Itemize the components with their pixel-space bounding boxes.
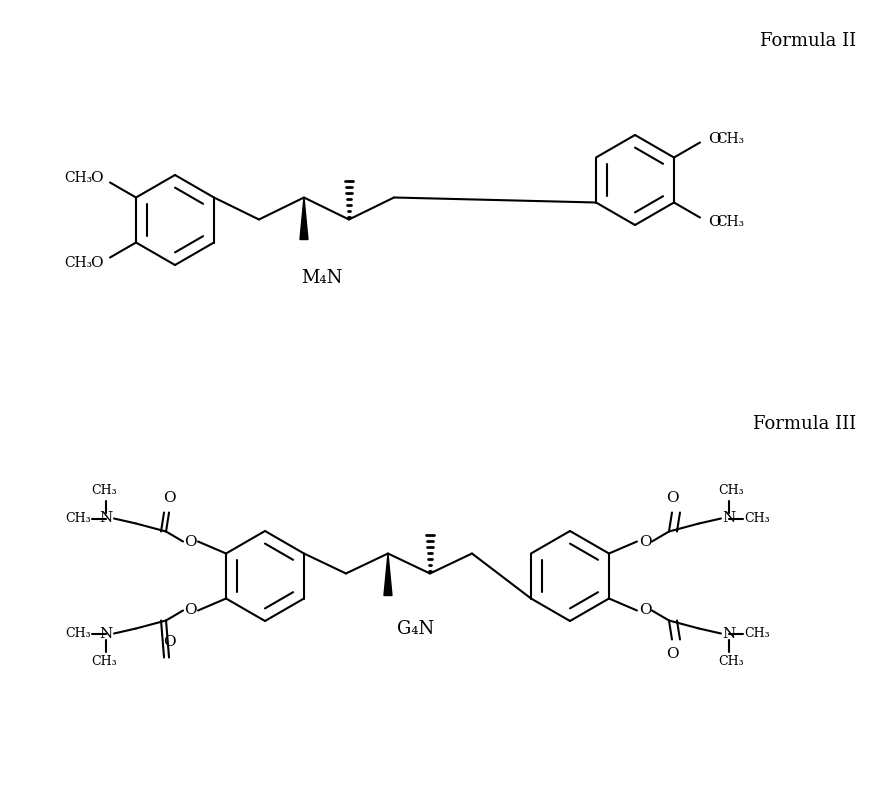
Text: O: O	[163, 490, 175, 505]
Text: Formula III: Formula III	[753, 415, 856, 433]
Text: N: N	[99, 626, 113, 641]
Text: CH₃: CH₃	[66, 512, 91, 525]
Polygon shape	[300, 198, 308, 240]
Text: O: O	[665, 490, 679, 505]
Text: O: O	[708, 214, 720, 229]
Text: CH₃: CH₃	[744, 512, 770, 525]
Text: O: O	[183, 604, 197, 618]
Text: Formula II: Formula II	[760, 32, 856, 50]
Text: CH₃: CH₃	[719, 655, 743, 668]
Text: O: O	[163, 635, 175, 649]
Text: CH₃: CH₃	[719, 484, 743, 497]
Text: G₄N: G₄N	[397, 619, 435, 638]
Text: O: O	[708, 131, 720, 146]
Text: N: N	[722, 626, 735, 641]
Text: CH₃: CH₃	[716, 214, 744, 229]
Text: N: N	[722, 512, 735, 525]
Text: CH₃: CH₃	[64, 255, 92, 270]
Text: CH₃: CH₃	[91, 655, 117, 668]
Text: CH₃: CH₃	[66, 627, 91, 640]
Text: CH₃: CH₃	[91, 484, 117, 497]
Polygon shape	[384, 554, 392, 596]
Text: O: O	[639, 535, 651, 548]
Text: O: O	[183, 535, 197, 548]
Text: O: O	[665, 648, 679, 661]
Text: CH₃: CH₃	[64, 171, 92, 184]
Text: O: O	[639, 604, 651, 618]
Text: M₄N: M₄N	[301, 268, 343, 286]
Text: O: O	[89, 171, 103, 184]
Text: N: N	[99, 512, 113, 525]
Text: O: O	[89, 255, 103, 270]
Text: CH₃: CH₃	[716, 131, 744, 146]
Text: CH₃: CH₃	[744, 627, 770, 640]
